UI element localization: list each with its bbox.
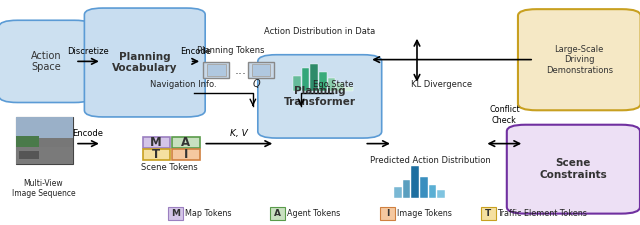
Bar xyxy=(429,185,436,198)
FancyBboxPatch shape xyxy=(207,64,226,76)
FancyBboxPatch shape xyxy=(0,20,93,103)
FancyBboxPatch shape xyxy=(248,63,274,78)
Text: Encode: Encode xyxy=(72,129,104,138)
FancyBboxPatch shape xyxy=(84,8,205,117)
Text: Map Tokens: Map Tokens xyxy=(185,209,231,218)
Text: M: M xyxy=(150,136,162,149)
Text: A: A xyxy=(181,136,191,149)
FancyBboxPatch shape xyxy=(481,207,495,220)
Text: Discretize: Discretize xyxy=(67,47,109,56)
Text: ...: ... xyxy=(234,64,246,77)
Text: Large-Scale
Driving
Demonstrations: Large-Scale Driving Demonstrations xyxy=(546,45,613,75)
Text: Navigation Info.: Navigation Info. xyxy=(150,80,217,89)
Text: Encode: Encode xyxy=(180,47,211,56)
Text: A: A xyxy=(274,209,281,218)
Bar xyxy=(319,72,326,91)
Text: Agent Tokens: Agent Tokens xyxy=(287,209,340,218)
Text: KL Divergence: KL Divergence xyxy=(412,80,472,89)
Bar xyxy=(293,76,301,91)
Text: Ego State: Ego State xyxy=(313,80,354,89)
Bar xyxy=(420,177,428,198)
FancyBboxPatch shape xyxy=(19,151,39,159)
Text: Scene Tokens: Scene Tokens xyxy=(141,164,198,173)
Bar xyxy=(345,87,353,91)
Text: I: I xyxy=(386,209,390,218)
Text: Planning
Vocabulary: Planning Vocabulary xyxy=(112,52,177,73)
Text: T: T xyxy=(152,148,160,161)
FancyBboxPatch shape xyxy=(252,64,270,76)
Text: I: I xyxy=(184,148,188,161)
FancyBboxPatch shape xyxy=(16,117,73,164)
Bar xyxy=(310,64,318,91)
Text: Conflict
Check: Conflict Check xyxy=(489,105,520,125)
Text: Multi-View
Image Sequence: Multi-View Image Sequence xyxy=(12,179,76,198)
Text: Traffic Element Tokens: Traffic Element Tokens xyxy=(497,209,588,218)
Bar xyxy=(437,190,445,198)
Text: M: M xyxy=(171,209,180,218)
Text: Scene
Constraints: Scene Constraints xyxy=(540,158,607,180)
Text: K, V: K, V xyxy=(230,129,248,138)
FancyBboxPatch shape xyxy=(507,125,640,214)
Bar xyxy=(302,68,309,91)
Text: Predicted Action Distribution: Predicted Action Distribution xyxy=(370,156,490,165)
Text: Q: Q xyxy=(252,79,260,89)
FancyBboxPatch shape xyxy=(172,137,200,148)
FancyBboxPatch shape xyxy=(172,149,200,160)
Text: Action Distribution in Data: Action Distribution in Data xyxy=(264,27,375,36)
FancyBboxPatch shape xyxy=(16,117,73,138)
Text: T: T xyxy=(485,209,492,218)
Text: Planning
Transformer: Planning Transformer xyxy=(284,86,356,107)
FancyBboxPatch shape xyxy=(143,149,170,160)
FancyBboxPatch shape xyxy=(380,207,396,220)
Bar xyxy=(328,77,335,91)
Text: Planning Tokens: Planning Tokens xyxy=(197,46,265,55)
FancyBboxPatch shape xyxy=(143,137,170,148)
Text: Action
Space: Action Space xyxy=(31,51,61,72)
FancyBboxPatch shape xyxy=(16,147,73,164)
Bar xyxy=(394,187,401,198)
FancyBboxPatch shape xyxy=(270,207,285,220)
Bar xyxy=(412,166,419,198)
Bar xyxy=(403,180,410,198)
Bar xyxy=(337,83,344,91)
FancyBboxPatch shape xyxy=(16,136,39,147)
FancyBboxPatch shape xyxy=(204,63,229,78)
FancyBboxPatch shape xyxy=(168,207,183,220)
Text: Image Tokens: Image Tokens xyxy=(397,209,452,218)
FancyBboxPatch shape xyxy=(518,9,640,110)
FancyBboxPatch shape xyxy=(258,55,381,138)
